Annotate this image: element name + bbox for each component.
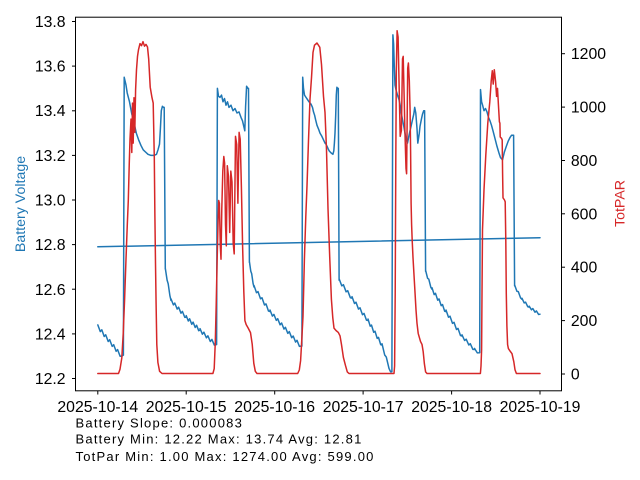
svg-text:600: 600	[571, 206, 598, 223]
svg-text:TotPAR: TotPAR	[613, 180, 629, 227]
svg-text:12.2: 12.2	[35, 371, 66, 388]
svg-text:1000: 1000	[571, 100, 606, 117]
svg-text:13.2: 13.2	[35, 148, 66, 165]
svg-text:0: 0	[571, 367, 580, 384]
svg-text:2025-10-15: 2025-10-15	[146, 399, 227, 416]
svg-text:2025-10-18: 2025-10-18	[411, 399, 492, 416]
svg-text:1200: 1200	[571, 46, 606, 63]
svg-text:13.0: 13.0	[35, 193, 66, 210]
svg-text:2025-10-14: 2025-10-14	[57, 399, 138, 416]
svg-text:Battery Voltage: Battery Voltage	[13, 156, 29, 252]
svg-text:Battery Slope: 0.000083: Battery Slope: 0.000083	[76, 416, 244, 431]
svg-text:12.4: 12.4	[35, 326, 66, 343]
svg-text:2025-10-17: 2025-10-17	[323, 399, 404, 416]
svg-text:13.6: 13.6	[35, 59, 66, 76]
svg-text:Battery Min: 12.22 Max: 13.74: Battery Min: 12.22 Max: 13.74 Avg: 12.81	[76, 432, 363, 447]
svg-text:12.8: 12.8	[35, 237, 66, 254]
svg-text:2025-10-19: 2025-10-19	[500, 399, 581, 416]
svg-text:12.6: 12.6	[35, 282, 66, 299]
svg-text:TotPar Min: 1.00 Max: 1274.00: TotPar Min: 1.00 Max: 1274.00 Avg: 599.0…	[76, 449, 375, 464]
svg-text:800: 800	[571, 153, 598, 170]
svg-text:2025-10-16: 2025-10-16	[234, 399, 315, 416]
svg-text:13.4: 13.4	[35, 103, 66, 120]
svg-text:13.8: 13.8	[35, 14, 66, 31]
svg-text:400: 400	[571, 260, 598, 277]
svg-text:200: 200	[571, 313, 598, 330]
